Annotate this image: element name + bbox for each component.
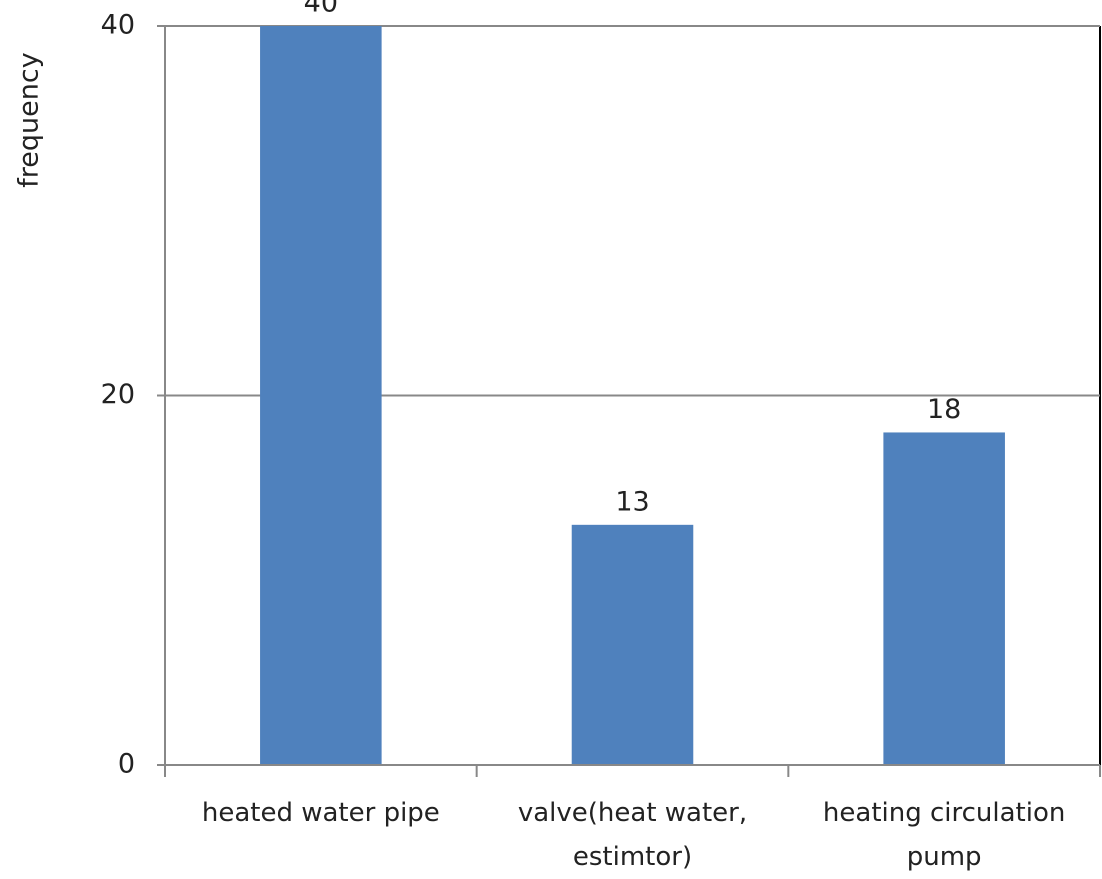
data-label: 40 <box>304 0 338 19</box>
y-tick-label: 20 <box>101 379 135 410</box>
y-axis-label: frequency <box>14 52 45 187</box>
x-tick-label: heating circulation pump <box>822 798 1066 872</box>
y-tick-label: 0 <box>118 749 135 780</box>
bar <box>883 432 1005 765</box>
x-tick-label: heated water pipe <box>201 798 440 828</box>
y-tick-label: 40 <box>101 10 135 41</box>
data-label: 13 <box>615 486 649 517</box>
x-tick-label: valve(heat water, estimtor) <box>517 798 748 872</box>
bar <box>260 26 382 765</box>
data-label: 18 <box>927 394 961 425</box>
bar <box>571 524 694 765</box>
